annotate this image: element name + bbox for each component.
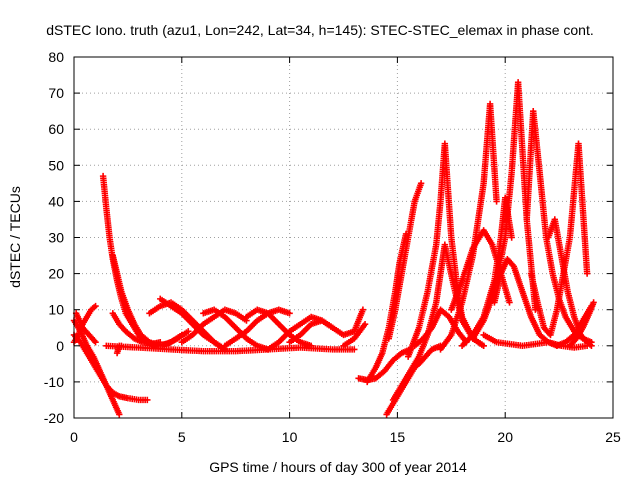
y-tick-label: 0 <box>56 338 64 354</box>
y-tick-label: 50 <box>48 157 64 173</box>
series-arc-k <box>178 306 250 346</box>
y-tick-label: 30 <box>48 230 64 246</box>
y-tick-label: 60 <box>48 121 64 137</box>
series-arc-r <box>340 320 369 349</box>
data-point <box>588 342 595 349</box>
data-point <box>286 310 293 317</box>
x-tick-label: 5 <box>178 429 186 445</box>
y-tick-label: 80 <box>48 49 64 65</box>
series-arc-l <box>200 306 272 353</box>
data-point <box>532 306 539 313</box>
y-tick-label: 10 <box>48 302 64 318</box>
series-arc-y <box>411 306 470 349</box>
y-tick-label: -10 <box>44 374 64 390</box>
series-arc-q <box>103 342 358 355</box>
data-point <box>92 338 99 346</box>
y-tick-label: 20 <box>48 266 64 282</box>
series-arc-af <box>523 107 595 346</box>
x-tick-label: 20 <box>497 429 513 445</box>
x-tick-label: 25 <box>605 429 621 445</box>
data-point <box>361 320 369 328</box>
plot-frame <box>73 56 614 419</box>
data-point <box>590 299 597 306</box>
series-arc-x <box>404 140 487 360</box>
x-axis-label: GPS time / hours of day 300 of year 2014 <box>209 459 467 475</box>
data-point <box>178 331 185 339</box>
axes-layer: 0 5 10 15 20 25 -20 -10 0 10 20 30 40 50 60 70 80 <box>44 49 621 445</box>
series-arc-g <box>109 310 164 348</box>
data-point <box>351 346 358 353</box>
series-arc-c <box>70 302 99 346</box>
x-tick-label: 15 <box>390 429 406 445</box>
series-arc-u <box>383 342 444 418</box>
series-arc-ad <box>491 255 561 349</box>
x-tick-label: 10 <box>282 429 298 445</box>
data-point <box>417 180 425 187</box>
series-arc-v <box>385 180 425 342</box>
series-arc-ae <box>480 331 591 351</box>
data-point <box>116 411 123 418</box>
data-point <box>506 299 513 306</box>
chart-title: dSTEC Iono. truth (azu1, Lon=242, Lat=34… <box>46 22 593 38</box>
series-arc-ah <box>545 216 595 349</box>
x-tick-label: 0 <box>70 429 78 445</box>
series-arc-aj <box>566 299 597 349</box>
data-point <box>185 328 192 335</box>
data-layer <box>70 79 597 418</box>
y-tick-label: 70 <box>48 85 64 101</box>
data-point <box>480 342 487 349</box>
data-point <box>359 306 367 313</box>
data-point <box>493 198 500 205</box>
y-tick-label: 40 <box>48 193 64 209</box>
data-point <box>92 302 99 310</box>
series-arc-j <box>157 295 229 353</box>
data-point <box>144 396 151 404</box>
y-axis-label: dSTEC / TECUs <box>7 186 23 288</box>
series-arc-ag <box>527 140 591 339</box>
data-point <box>583 270 591 277</box>
data-point <box>157 338 164 346</box>
series-arc-d <box>72 310 99 346</box>
y-tick-label: -20 <box>44 410 64 426</box>
data-point <box>508 234 515 241</box>
series-arc-p <box>286 306 367 346</box>
